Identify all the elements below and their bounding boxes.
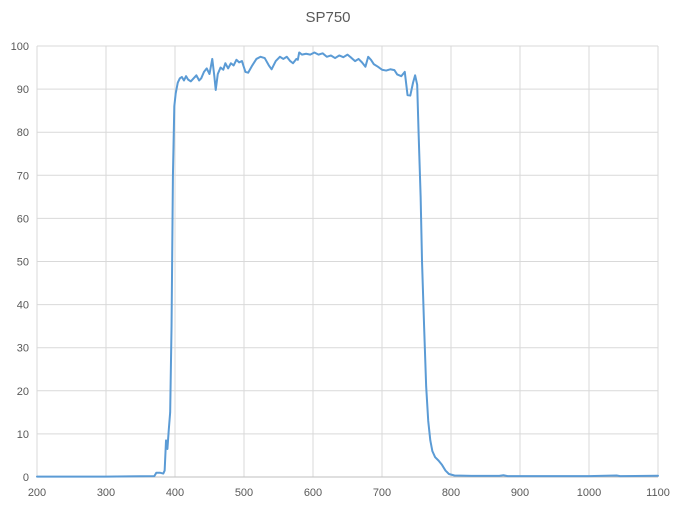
y-tick-label-20: 20	[17, 386, 29, 398]
x-tick-label-1100: 1100	[646, 487, 670, 499]
y-tick-label-0: 0	[23, 472, 29, 484]
grid-layer	[37, 45, 659, 477]
y-tick-label-100: 100	[11, 41, 29, 53]
x-tick-label-300: 300	[97, 487, 115, 499]
y-tick-label-40: 40	[17, 300, 29, 312]
x-tick-label-500: 500	[235, 487, 253, 499]
y-tick-label-60: 60	[17, 213, 29, 225]
x-tick-label-600: 600	[304, 487, 322, 499]
chart-title: SP750	[305, 9, 350, 26]
x-tick-label-800: 800	[442, 487, 460, 499]
x-tick-label-200: 200	[28, 487, 46, 499]
y-tick-label-10: 10	[17, 429, 29, 441]
x-tick-label-900: 900	[511, 487, 529, 499]
y-tick-label-50: 50	[17, 257, 29, 269]
x-tick-label-700: 700	[373, 487, 391, 499]
series-line-0	[36, 51, 659, 478]
axis-layer: 200 300 400 500 600 700 800 900 1000 1100 0 10 20 30 4…	[11, 41, 670, 499]
series-layer	[36, 51, 659, 478]
x-tick-label-400: 400	[166, 487, 184, 499]
y-tick-label-70: 70	[17, 170, 29, 182]
x-tick-label-1000: 1000	[577, 487, 601, 499]
y-tick-label-80: 80	[17, 127, 29, 139]
y-tick-label-30: 30	[17, 343, 29, 355]
y-tick-label-90: 90	[17, 84, 29, 96]
